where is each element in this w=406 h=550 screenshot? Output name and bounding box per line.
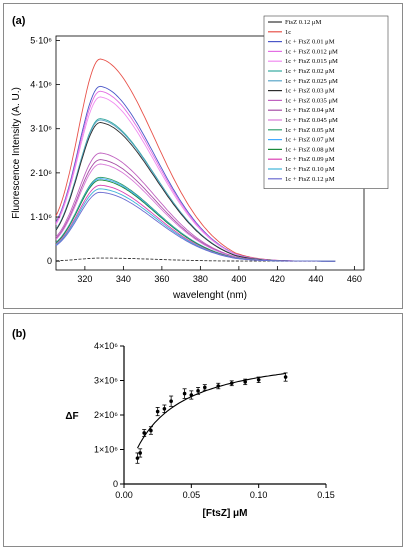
legend-entry: 1c + FtsZ 0.025 μM: [285, 78, 338, 85]
legend-entry: 1c + FtsZ 0.09 μM: [285, 156, 335, 163]
spectrum-line: [55, 188, 336, 262]
legend-entry: 1c + FtsZ 0.045 μM: [285, 117, 338, 124]
y-tick-label: 5·10⁶: [30, 35, 52, 45]
x-tick-label: 460: [347, 274, 362, 284]
x-tick-label: 0.10: [250, 490, 268, 500]
legend-entry: 1c: [285, 29, 291, 36]
panel-label-b: (b): [12, 328, 26, 340]
data-point: [169, 399, 173, 403]
y-tick-label: 0: [47, 256, 52, 266]
legend-entry: 1c + FtsZ 0.08 μM: [285, 146, 335, 153]
y-tick-label: 1·10⁶: [30, 212, 52, 222]
x-tick-label: 0.05: [183, 490, 201, 500]
x-tick-label: 340: [116, 274, 131, 284]
x-axis-label: wavelenght (nm): [172, 290, 247, 301]
y-tick-label: 1×10⁶: [94, 445, 118, 455]
legend-entry: FtsZ 0.12 μM: [285, 19, 321, 26]
panel-b: (b) 0 1×10⁶ 2×10⁶ 3×10⁶ 4×10⁶ 0.00 0.05 0.10 0.1…: [3, 313, 403, 547]
x-tick-label: 380: [193, 274, 208, 284]
y-axis-label: Fluorescence Intensity (A. U.): [11, 87, 22, 219]
legend-entry: 1c + FtsZ 0.04 μM: [285, 107, 335, 114]
binding-curve-chart: (b) 0 1×10⁶ 2×10⁶ 3×10⁶ 4×10⁶ 0.00 0.05 0.10 0.1…: [12, 328, 335, 519]
data-point: [196, 389, 200, 393]
legend-entry: 1c + FtsZ 0.035 μM: [285, 97, 338, 104]
data-point: [283, 375, 288, 379]
data-point: [142, 431, 146, 435]
data-point: [162, 406, 167, 411]
data-point: [182, 391, 187, 396]
panel-a: (a) 320 340 360 380 400 420 440 460 0 1·10⁶ 2·10⁶ 3…: [3, 3, 403, 309]
data-point: [256, 378, 261, 382]
panel-label-a: (a): [12, 15, 26, 27]
x-tick-label: 400: [231, 274, 246, 284]
fit-curve: [137, 372, 286, 449]
y-tick-label: 2·10⁶: [30, 168, 52, 178]
y-axis-label: ΔF: [65, 411, 78, 422]
legend-entry: 1c + FtsZ 0.05 μM: [285, 127, 335, 134]
x-axis-label: [FtsZ] μM: [203, 508, 248, 519]
y-tick-label: 4·10⁶: [30, 80, 52, 90]
x-tick-label: 360: [154, 274, 169, 284]
x-tick-label: 440: [308, 274, 323, 284]
data-point: [149, 428, 153, 433]
data-point: [229, 381, 234, 386]
x-tick-label: 320: [77, 274, 92, 284]
legend-entry: 1c + FtsZ 0.015 μM: [285, 58, 338, 65]
spectrum-line: [55, 191, 336, 262]
spectrum-line: [55, 176, 336, 262]
legend-entry: 1c + FtsZ 0.03 μM: [285, 88, 335, 95]
y-tick-label: 3×10⁶: [94, 376, 118, 386]
y-tick-label: 4×10⁶: [94, 341, 118, 351]
data-point: [138, 451, 142, 455]
legend-entry: 1c + FtsZ 0.10 μM: [285, 166, 335, 173]
y-tick-label: 0: [113, 479, 118, 489]
legend-entry: 1c + FtsZ 0.07 μM: [285, 137, 335, 144]
legend-entry: 1c + FtsZ 0.02 μM: [285, 68, 335, 75]
spectrum-line: [55, 178, 336, 262]
fluorescence-spectra-chart: (a) 320 340 360 380 400 420 440 460 0 1·10⁶ 2·10⁶ 3…: [11, 15, 389, 301]
y-tick-label: 3·10⁶: [30, 124, 52, 134]
data-point: [216, 384, 221, 388]
data-point: [243, 380, 247, 384]
x-tick-label: 420: [270, 274, 285, 284]
x-tick-label: 0.00: [115, 490, 133, 500]
legend-entry: 1c + FtsZ 0.12 μM: [285, 176, 335, 183]
y-tick-label: 2×10⁶: [94, 410, 118, 420]
data-point: [203, 385, 207, 390]
spectrum-line: [55, 179, 336, 262]
data-point: [189, 393, 194, 397]
legend-entry: 1c + FtsZ 0.012 μM: [285, 48, 338, 55]
legend-entry: 1c + FtsZ 0.01 μM: [285, 39, 335, 46]
x-tick-label: 0.15: [317, 490, 335, 500]
legend-box: [263, 15, 389, 189]
spectrum-line: [55, 257, 336, 262]
data-point: [155, 409, 160, 414]
